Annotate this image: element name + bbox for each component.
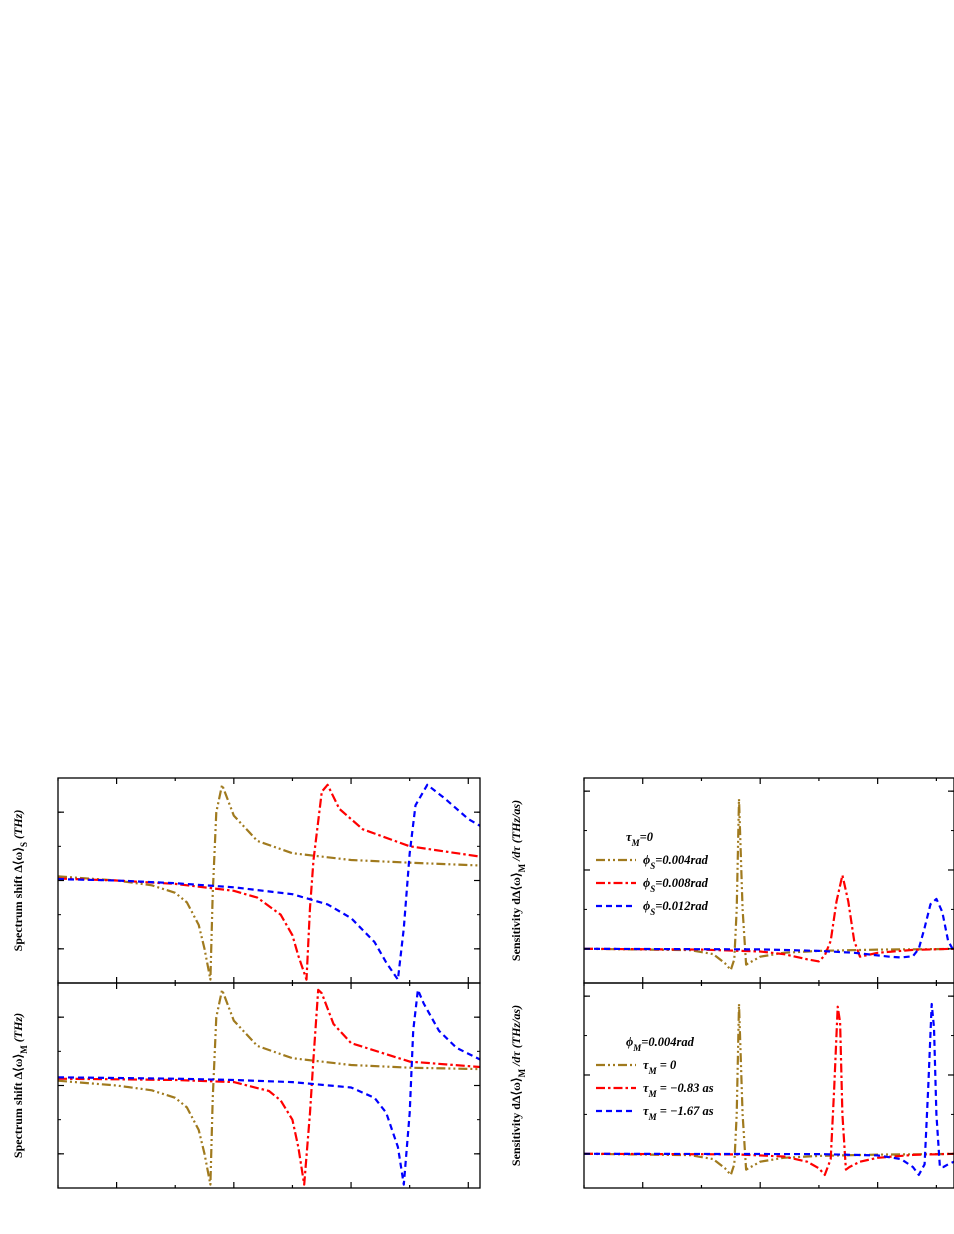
series-line-d-olive: [584, 1002, 954, 1176]
legend-label-d: τM = −0.83 as: [643, 1081, 714, 1099]
panel-c-sensitivity-standard: Sensitivity dΔ⟨ω⟩M /dτ (THz/as) τM=0 ϕS=0.…: [509, 777, 954, 984]
panel-a-spectrum-shift-standard: Spectrum shift Δ⟨ω⟩S (THz): [11, 777, 481, 984]
plot-frame-b: [57, 982, 481, 1189]
panel-d-sensitivity-modulated: Sensitivity dΔ⟨ω⟩M /dτ (THz/as) ϕM=0.004r…: [509, 982, 954, 1189]
legend-label-c: ϕS=0.008rad: [643, 876, 709, 894]
panel-b-spectrum-shift-modulated: Spectrum shift Δ⟨ω⟩M (THz): [11, 982, 481, 1189]
series-line-a-red: [58, 783, 480, 981]
legend-item-c: ϕS=0.008rad: [596, 876, 709, 894]
legend-item-c: ϕS=0.012rad: [596, 899, 709, 917]
series-line-a-blue: [58, 783, 480, 981]
y-axis-label-b: Spectrum shift Δ⟨ω⟩M (THz): [11, 1013, 29, 1158]
series-line-c-blue: [584, 897, 954, 959]
series-line-d-red: [584, 1005, 954, 1176]
legend-label-c: τM=0: [626, 830, 654, 848]
legend-item-c: ϕS=0.004rad: [596, 853, 709, 871]
legend-label-c: ϕS=0.004rad: [643, 853, 709, 871]
plot-frame-c: [583, 777, 954, 984]
series-line-a-olive: [58, 783, 480, 981]
y-axis-label-d: Sensitivity dΔ⟨ω⟩M /dτ (THz/as): [509, 1005, 527, 1166]
legend-label-c: ϕS=0.012rad: [643, 899, 709, 917]
series-line-d-blue: [584, 1002, 954, 1176]
legend-item-d: τM = −0.83 as: [596, 1081, 714, 1099]
legend-label-d: τM = 0: [643, 1058, 677, 1076]
y-axis-label-a: Spectrum shift Δ⟨ω⟩S (THz): [11, 810, 29, 952]
series-line-b-olive: [58, 988, 480, 1186]
plot-frame-d: [583, 982, 954, 1189]
series-line-c-olive: [584, 797, 954, 971]
y-axis-label-c: Sensitivity dΔ⟨ω⟩M /dτ (THz/as): [509, 800, 527, 961]
legend-item-d: ϕM=0.004rad: [626, 1035, 695, 1053]
legend-item-d: τM = 0: [596, 1058, 677, 1076]
legend-item-d: τM = −1.67 as: [596, 1104, 714, 1122]
legend-item-c: τM=0: [626, 830, 654, 848]
series-line-b-blue: [58, 988, 480, 1186]
legend-label-d: ϕM=0.004rad: [626, 1035, 695, 1053]
series-line-c-red: [584, 874, 954, 963]
series-line-b-red: [58, 988, 480, 1186]
legend-label-d: τM = −1.67 as: [643, 1104, 714, 1122]
